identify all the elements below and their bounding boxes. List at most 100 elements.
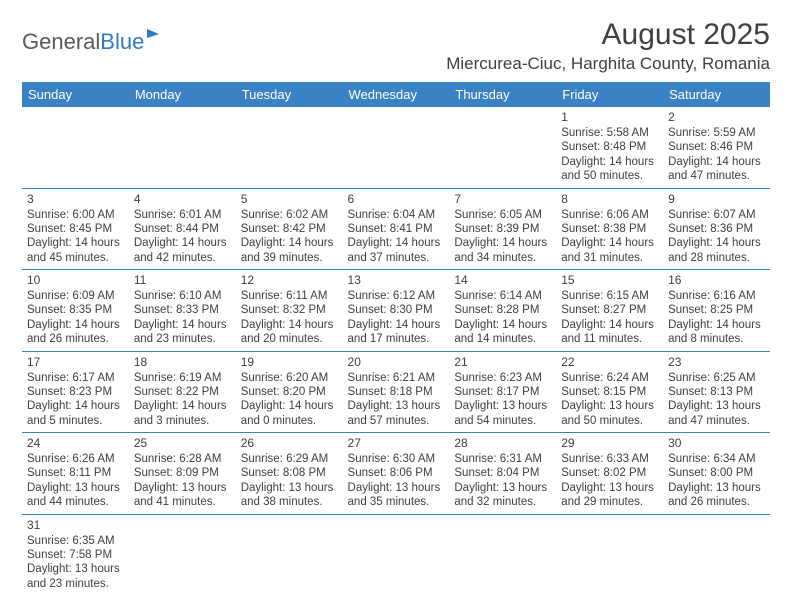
day-info-line: and 32 minutes. [454,495,551,509]
day-info-line: and 57 minutes. [348,414,445,428]
day-info-line: Sunset: 8:25 PM [668,303,765,317]
day-info-line: Sunset: 8:38 PM [561,222,658,236]
day-number: 21 [454,355,551,370]
day-number: 22 [561,355,658,370]
day-info-line: Daylight: 14 hours [241,318,338,332]
day-number: 27 [348,436,445,451]
day-info-line: Sunrise: 6:00 AM [27,208,124,222]
day-info-line: Sunrise: 6:24 AM [561,371,658,385]
day-header: Wednesday [343,82,450,107]
calendar-day: 9Sunrise: 6:07 AMSunset: 8:36 PMDaylight… [663,188,770,270]
day-info-line: Sunset: 8:33 PM [134,303,231,317]
calendar-day: 14Sunrise: 6:14 AMSunset: 8:28 PMDayligh… [449,270,556,352]
day-info-line: Daylight: 14 hours [134,399,231,413]
day-info-line: Sunset: 8:35 PM [27,303,124,317]
day-info-line: Sunrise: 6:02 AM [241,208,338,222]
day-number: 8 [561,192,658,207]
day-info-line: and 31 minutes. [561,251,658,265]
calendar-empty [449,514,556,595]
day-header: Monday [129,82,236,107]
day-info-line: Daylight: 14 hours [27,399,124,413]
day-info-line: Sunset: 8:02 PM [561,466,658,480]
day-info-line: Sunrise: 6:34 AM [668,452,765,466]
calendar-day: 26Sunrise: 6:29 AMSunset: 8:08 PMDayligh… [236,433,343,515]
calendar-day: 1Sunrise: 5:58 AMSunset: 8:48 PMDaylight… [556,107,663,188]
day-info-line: Daylight: 13 hours [668,481,765,495]
day-info-line: Sunrise: 6:06 AM [561,208,658,222]
day-info-line: Sunset: 8:06 PM [348,466,445,480]
calendar-day: 6Sunrise: 6:04 AMSunset: 8:41 PMDaylight… [343,188,450,270]
day-info-line: and 11 minutes. [561,332,658,346]
calendar-week: 3Sunrise: 6:00 AMSunset: 8:45 PMDaylight… [22,188,770,270]
day-info-line: Daylight: 13 hours [668,399,765,413]
day-info-line: Sunrise: 6:17 AM [27,371,124,385]
day-info-line: Sunrise: 6:35 AM [27,534,124,548]
day-number: 25 [134,436,231,451]
calendar-empty [343,107,450,188]
calendar-empty [449,107,556,188]
day-info-line: Daylight: 14 hours [27,236,124,250]
day-info-line: Sunrise: 6:28 AM [134,452,231,466]
day-info-line: Sunrise: 6:11 AM [241,289,338,303]
day-info-line: and 17 minutes. [348,332,445,346]
day-info-line: Daylight: 13 hours [454,481,551,495]
day-info-line: and 5 minutes. [27,414,124,428]
month-title: August 2025 [446,18,770,52]
calendar-page: GeneralBlue August 2025 Miercurea-Ciuc, … [0,0,792,613]
day-info-line: Daylight: 13 hours [348,481,445,495]
day-info-line: and 26 minutes. [668,495,765,509]
day-info-line: Sunrise: 5:58 AM [561,126,658,140]
day-info-line: Daylight: 14 hours [668,318,765,332]
day-info-line: Sunset: 8:17 PM [454,385,551,399]
calendar-day: 22Sunrise: 6:24 AMSunset: 8:15 PMDayligh… [556,351,663,433]
day-info-line: Sunset: 8:27 PM [561,303,658,317]
day-number: 5 [241,192,338,207]
calendar-day: 15Sunrise: 6:15 AMSunset: 8:27 PMDayligh… [556,270,663,352]
day-info-line: Sunrise: 6:30 AM [348,452,445,466]
calendar-week: 1Sunrise: 5:58 AMSunset: 8:48 PMDaylight… [22,107,770,188]
day-number: 30 [668,436,765,451]
calendar-day: 17Sunrise: 6:17 AMSunset: 8:23 PMDayligh… [22,351,129,433]
day-info-line: Daylight: 13 hours [27,481,124,495]
day-info-line: Sunrise: 6:20 AM [241,371,338,385]
day-number: 31 [27,518,124,533]
day-info-line: Sunrise: 6:21 AM [348,371,445,385]
calendar-day: 29Sunrise: 6:33 AMSunset: 8:02 PMDayligh… [556,433,663,515]
calendar-day: 3Sunrise: 6:00 AMSunset: 8:45 PMDaylight… [22,188,129,270]
location: Miercurea-Ciuc, Harghita County, Romania [446,54,770,74]
day-number: 15 [561,273,658,288]
day-info-line: Sunset: 8:18 PM [348,385,445,399]
calendar-day: 28Sunrise: 6:31 AMSunset: 8:04 PMDayligh… [449,433,556,515]
day-number: 1 [561,110,658,125]
day-info-line: Daylight: 14 hours [561,236,658,250]
day-info-line: and 14 minutes. [454,332,551,346]
day-info-line: and 50 minutes. [561,169,658,183]
day-info-line: and 34 minutes. [454,251,551,265]
day-info-line: Daylight: 14 hours [134,236,231,250]
calendar-week: 24Sunrise: 6:26 AMSunset: 8:11 PMDayligh… [22,433,770,515]
day-info-line: Sunrise: 6:23 AM [454,371,551,385]
day-info-line: Daylight: 13 hours [27,562,124,576]
day-number: 17 [27,355,124,370]
calendar-day: 7Sunrise: 6:05 AMSunset: 8:39 PMDaylight… [449,188,556,270]
day-info-line: Daylight: 14 hours [241,399,338,413]
day-info-line: Daylight: 14 hours [241,236,338,250]
day-number: 2 [668,110,765,125]
day-info-line: Daylight: 14 hours [454,318,551,332]
calendar-week: 17Sunrise: 6:17 AMSunset: 8:23 PMDayligh… [22,351,770,433]
day-header: Thursday [449,82,556,107]
day-info-line: Daylight: 13 hours [348,399,445,413]
day-header-row: SundayMondayTuesdayWednesdayThursdayFrid… [22,82,770,107]
day-info-line: and 29 minutes. [561,495,658,509]
calendar-empty [236,514,343,595]
day-info-line: and 44 minutes. [27,495,124,509]
day-info-line: Sunset: 8:04 PM [454,466,551,480]
calendar-day: 12Sunrise: 6:11 AMSunset: 8:32 PMDayligh… [236,270,343,352]
calendar-day: 21Sunrise: 6:23 AMSunset: 8:17 PMDayligh… [449,351,556,433]
day-info-line: Sunrise: 6:29 AM [241,452,338,466]
day-header: Sunday [22,82,129,107]
calendar-week: 31Sunrise: 6:35 AMSunset: 7:58 PMDayligh… [22,514,770,595]
day-info-line: and 8 minutes. [668,332,765,346]
day-number: 29 [561,436,658,451]
day-info-line: Sunrise: 6:12 AM [348,289,445,303]
